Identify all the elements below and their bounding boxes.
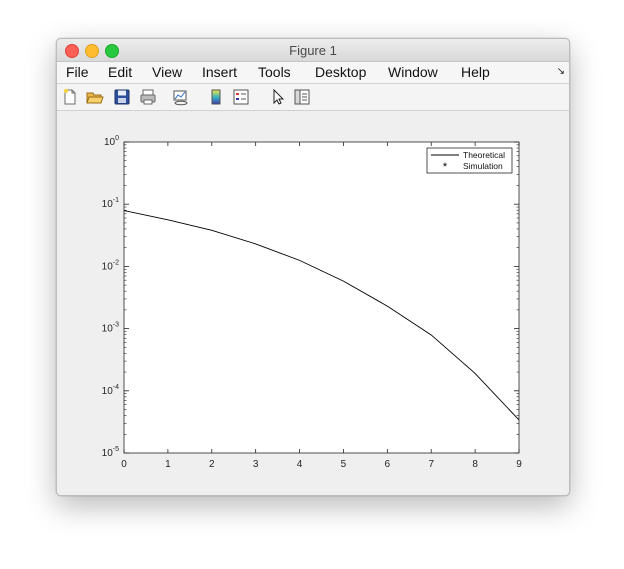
y-tick-label: 10-4 <box>102 384 119 397</box>
menu-help[interactable]: Help <box>461 64 490 80</box>
figure-window: Figure 1 File Edit View Insert Tools Des… <box>56 38 570 496</box>
legend-marker-sample: * <box>443 161 448 173</box>
zoom-window-button[interactable] <box>105 44 119 58</box>
x-tick-label: 3 <box>253 459 259 470</box>
link-plot-icon[interactable] <box>172 88 190 106</box>
figure-toolbar <box>57 84 569 111</box>
menu-bar: File Edit View Insert Tools Desktop Wind… <box>57 62 569 84</box>
plot-area: 0 1 2 3 4 5 6 7 8 9 100 10-1 10-2 10-3 10-4 10-5 Theor… <box>57 111 569 495</box>
legend-entry-theoretical: Theoretical <box>463 150 505 160</box>
menu-edit[interactable]: Edit <box>108 64 133 80</box>
y-tick-label: 10-3 <box>102 322 119 335</box>
x-tick-label: 0 <box>121 459 127 470</box>
save-icon[interactable] <box>113 88 131 106</box>
legend-box <box>426 147 513 174</box>
pointer-icon[interactable] <box>269 88 287 106</box>
x-tick-label: 4 <box>297 459 303 470</box>
axes-background <box>124 142 519 453</box>
legend-entry-simulation: Simulation <box>463 161 503 171</box>
x-tick-label: 9 <box>516 459 522 470</box>
legend-icon[interactable] <box>232 88 250 106</box>
y-tick-label: 10-2 <box>102 259 119 272</box>
y-tick-label: 100 <box>104 135 119 148</box>
open-file-icon[interactable] <box>86 88 104 106</box>
menu-view[interactable]: View <box>152 64 183 80</box>
x-tick-label: 6 <box>385 459 391 470</box>
y-tick-label: 10-5 <box>102 446 119 459</box>
x-tick-label: 5 <box>341 459 347 470</box>
menu-tools[interactable]: Tools <box>258 64 291 80</box>
y-tick-label: 10-1 <box>102 197 119 210</box>
dock-arrow-icon[interactable]: ↘ <box>556 66 565 77</box>
axes-box <box>123 141 520 454</box>
property-inspector-icon[interactable] <box>293 88 311 106</box>
x-tick-label: 1 <box>165 459 171 470</box>
title-bar[interactable]: Figure 1 <box>57 39 569 62</box>
menu-insert[interactable]: Insert <box>202 64 238 80</box>
x-tick-label: 8 <box>472 459 478 470</box>
semilog-chart[interactable]: 0 1 2 3 4 5 6 7 8 9 100 10-1 10-2 10-3 10-4 10-5 Theor… <box>57 111 569 495</box>
colorbar-icon[interactable] <box>207 88 225 106</box>
new-figure-icon[interactable] <box>61 88 79 106</box>
x-tick-label: 7 <box>428 459 434 470</box>
legend[interactable]: Theoretical * Simulation <box>426 147 513 174</box>
menu-window[interactable]: Window <box>388 64 438 80</box>
x-tick-label: 2 <box>209 459 215 470</box>
menu-file[interactable]: File <box>66 64 89 80</box>
menu-desktop[interactable]: Desktop <box>315 64 367 80</box>
window-title: Figure 1 <box>289 43 337 58</box>
close-window-button[interactable] <box>65 44 79 58</box>
series-line-theoretical <box>123 210 520 421</box>
minimize-window-button[interactable] <box>85 44 99 58</box>
print-icon[interactable] <box>139 88 157 106</box>
